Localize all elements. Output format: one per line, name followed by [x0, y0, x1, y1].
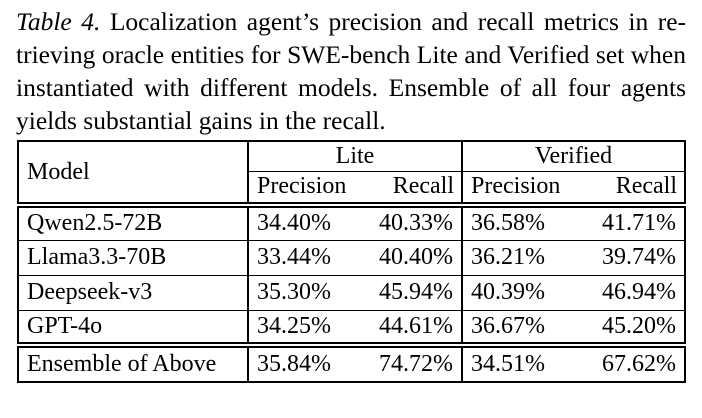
metric-cell: 34.51% — [461, 345, 575, 382]
metric-cell: 46.94% — [575, 275, 686, 311]
table-row: GPT-4o 34.25% 44.61% 36.67% 45.20% — [18, 310, 686, 348]
metric-cell: 44.61% — [352, 310, 462, 348]
table-header: Model Lite Verified Precision Recall Pre… — [18, 141, 686, 208]
table-row: Llama3.3-70B 33.44% 40.40% 36.21% 39.74% — [18, 240, 686, 276]
metric-cell: 45.94% — [352, 275, 462, 311]
model-name-cell: Qwen2.5-72B — [18, 205, 248, 241]
metric-cell: 34.25% — [247, 310, 352, 348]
table-row: Qwen2.5-72B 34.40% 40.33% 36.58% 41.71% — [18, 205, 686, 241]
metric-cell: 35.84% — [247, 345, 352, 382]
table-row: Deepseek-v3 35.30% 45.94% 40.39% 46.94% — [18, 275, 686, 311]
table-caption: Table 4. Localization agent’s precision … — [16, 5, 686, 137]
metric-cell: 36.21% — [461, 240, 575, 276]
table-body: Qwen2.5-72B 34.40% 40.33% 36.58% 41.71% … — [18, 205, 686, 348]
metric-cell: 40.40% — [352, 240, 462, 276]
metric-cell: 74.72% — [379, 351, 453, 377]
metric-cell: 36.67% — [461, 310, 575, 348]
column-header-verified-recall: Recall — [575, 171, 686, 208]
column-header-model: Model — [27, 158, 90, 185]
metric-cell: 39.74% — [575, 240, 686, 276]
column-group-verified: Verified — [460, 141, 686, 172]
metric-cell: 67.62% — [602, 351, 677, 377]
caption-line: instantiated with different models. Ense… — [16, 73, 686, 102]
caption-line: trieving oracle entities for SWE-bench L… — [16, 40, 686, 69]
group-header-row: Model Lite Verified — [18, 141, 686, 185]
metric-cell: 34.40% — [247, 205, 352, 241]
metric-cell: 40.33% — [352, 205, 462, 241]
metric-cell: 45.20% — [575, 310, 686, 348]
subheader-row: Precision Recall Precision Recall — [18, 171, 686, 208]
table-footer-ensemble: Ensemble of Above 35.84% 74.72% 34.51% 6… — [18, 345, 685, 382]
column-header-lite-precision: Precision — [247, 171, 352, 208]
column-header-verified-precision: Precision — [461, 171, 575, 208]
model-name-cell: Deepseek-v3 — [18, 275, 248, 311]
metric-cell: 36.58% — [461, 205, 575, 241]
metric-cell: 33.44% — [247, 240, 352, 276]
metric-cell: 41.71% — [575, 205, 686, 241]
caption-line: Table 4. Localization agent’s precision … — [16, 5, 686, 38]
metric-cell: 35.30% — [247, 275, 352, 311]
metric-cell: 40.39% — [461, 275, 575, 311]
table-row-ensemble: Ensemble of Above 35.84% 74.72% 34.51% 6… — [18, 345, 685, 382]
precision-recall-table: Model Lite Verified Precision Recall Pre… — [17, 140, 687, 383]
model-name-cell: Llama3.3-70B — [18, 240, 248, 276]
model-name-cell: Ensemble of Above — [27, 351, 217, 377]
caption-line: yields substantial gains in the recall. — [16, 106, 386, 135]
caption-table-number: Table 4. — [16, 7, 101, 36]
column-group-lite: Lite — [247, 141, 462, 172]
column-header-lite-recall: Recall — [352, 171, 462, 208]
model-name-cell: GPT-4o — [18, 310, 248, 348]
caption-text: Localization agent’s precision and recal… — [100, 7, 686, 36]
